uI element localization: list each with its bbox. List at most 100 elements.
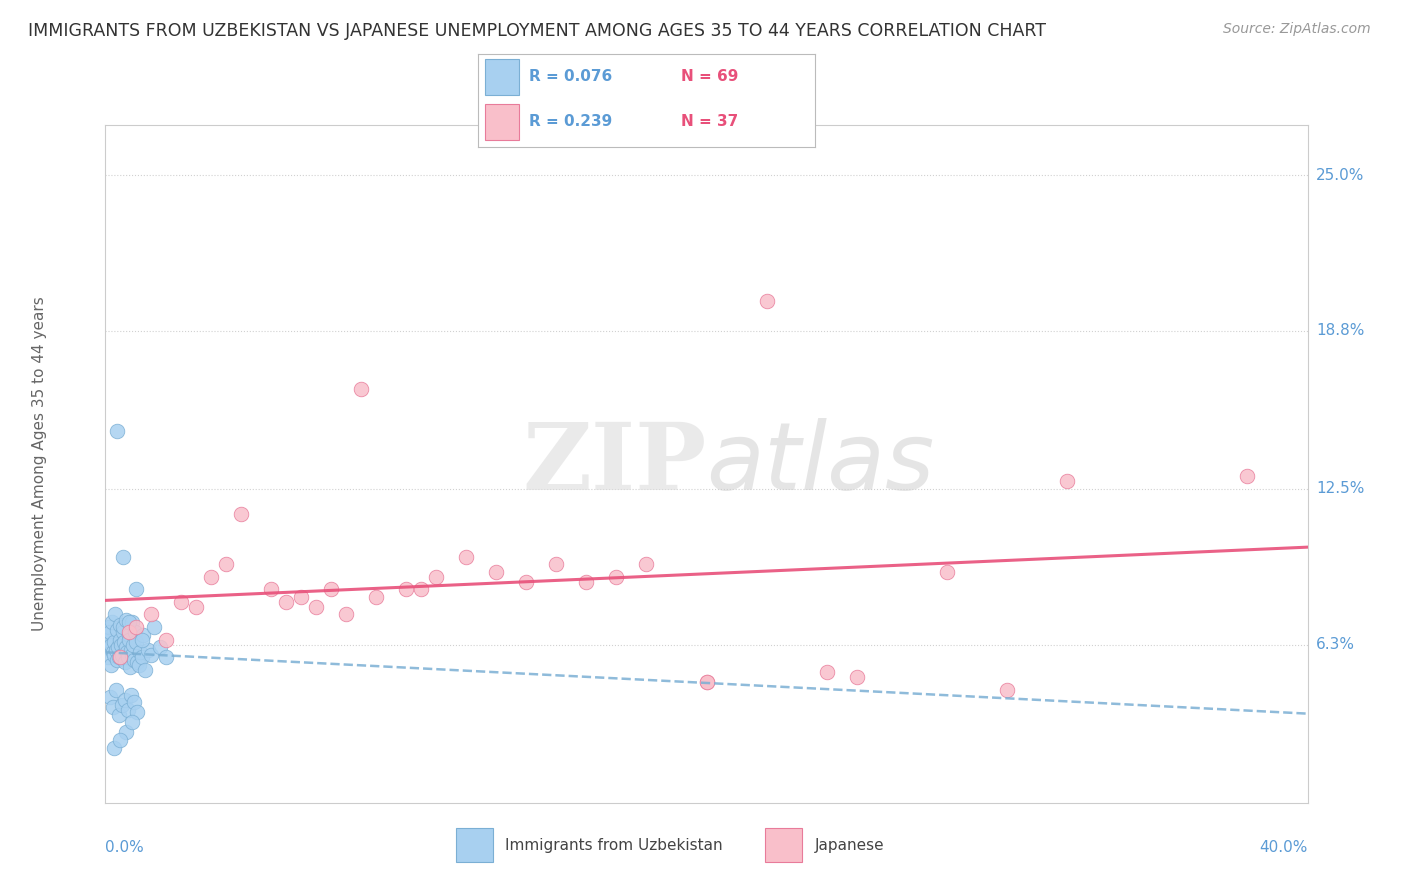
Point — [112, 549, 135, 564]
Point — [98, 690, 121, 705]
Text: 18.8%: 18.8% — [1316, 323, 1364, 338]
Point — [103, 648, 125, 662]
Point — [117, 703, 139, 717]
Point — [139, 648, 162, 662]
Point — [115, 725, 138, 739]
Point — [100, 638, 122, 652]
Point — [148, 640, 170, 654]
Point — [200, 570, 222, 584]
Point — [118, 632, 141, 647]
Point — [755, 293, 778, 308]
Point — [104, 642, 127, 657]
Text: Unemployment Among Ages 35 to 44 years: Unemployment Among Ages 35 to 44 years — [32, 296, 46, 632]
Point — [124, 635, 146, 649]
Point — [118, 625, 141, 640]
Text: atlas: atlas — [707, 418, 935, 509]
Point — [115, 640, 138, 654]
Point — [118, 627, 141, 641]
Point — [121, 715, 143, 730]
Point — [1056, 475, 1078, 489]
Point — [132, 627, 155, 641]
Text: 40.0%: 40.0% — [1260, 840, 1308, 855]
Point — [100, 657, 122, 672]
Point — [115, 613, 138, 627]
Point — [184, 599, 207, 614]
Point — [936, 565, 959, 579]
Text: N = 37: N = 37 — [681, 114, 738, 129]
Point — [103, 740, 125, 755]
Point — [107, 623, 129, 637]
Point — [124, 582, 146, 597]
Point — [114, 693, 136, 707]
Point — [169, 595, 191, 609]
Point — [120, 660, 142, 674]
Point — [142, 620, 165, 634]
Point — [260, 582, 283, 597]
Point — [120, 642, 142, 657]
Point — [121, 615, 143, 629]
Text: Japanese: Japanese — [814, 838, 884, 853]
Point — [111, 625, 134, 640]
Point — [107, 424, 129, 438]
Text: R = 0.239: R = 0.239 — [529, 114, 612, 129]
Point — [845, 670, 868, 684]
Point — [98, 620, 121, 634]
Text: Source: ZipAtlas.com: Source: ZipAtlas.com — [1223, 22, 1371, 37]
Point — [124, 625, 146, 640]
Point — [111, 648, 134, 662]
Point — [155, 632, 177, 647]
Point — [122, 695, 145, 709]
Point — [107, 640, 129, 654]
Point — [114, 655, 136, 669]
Point — [108, 650, 131, 665]
Point — [605, 570, 627, 584]
Point — [101, 615, 124, 629]
Point — [229, 507, 252, 521]
Point — [122, 638, 145, 652]
Point — [125, 655, 148, 669]
Point — [120, 688, 142, 702]
Point — [129, 645, 152, 659]
Point — [546, 558, 568, 572]
Point — [96, 640, 118, 654]
Point — [131, 650, 153, 665]
Point — [319, 582, 342, 597]
Point — [305, 599, 328, 614]
FancyBboxPatch shape — [485, 104, 519, 140]
Point — [112, 620, 135, 634]
Point — [995, 682, 1018, 697]
FancyBboxPatch shape — [456, 828, 492, 863]
Point — [575, 574, 598, 589]
Point — [395, 582, 418, 597]
Point — [290, 590, 312, 604]
Text: 25.0%: 25.0% — [1316, 168, 1364, 183]
Point — [111, 698, 134, 712]
Point — [105, 653, 128, 667]
Point — [274, 595, 297, 609]
Point — [364, 590, 387, 604]
Point — [636, 558, 658, 572]
Point — [136, 642, 159, 657]
Point — [110, 733, 132, 747]
Text: ZIP: ZIP — [522, 419, 707, 508]
Point — [139, 607, 162, 622]
Text: 6.3%: 6.3% — [1316, 637, 1355, 652]
Point — [815, 665, 838, 680]
Text: 0.0%: 0.0% — [105, 840, 145, 855]
Point — [110, 638, 132, 652]
Point — [101, 645, 124, 659]
Point — [112, 635, 135, 649]
Point — [131, 632, 153, 647]
Point — [110, 650, 132, 665]
Point — [515, 574, 537, 589]
Point — [350, 382, 373, 396]
Point — [104, 607, 127, 622]
Text: Immigrants from Uzbekistan: Immigrants from Uzbekistan — [505, 838, 723, 853]
Point — [125, 706, 148, 720]
Point — [98, 625, 121, 640]
Point — [456, 549, 478, 564]
Point — [121, 648, 143, 662]
Point — [155, 650, 177, 665]
Text: IMMIGRANTS FROM UZBEKISTAN VS JAPANESE UNEMPLOYMENT AMONG AGES 35 TO 44 YEARS CO: IMMIGRANTS FROM UZBEKISTAN VS JAPANESE U… — [28, 22, 1046, 40]
Point — [128, 657, 150, 672]
